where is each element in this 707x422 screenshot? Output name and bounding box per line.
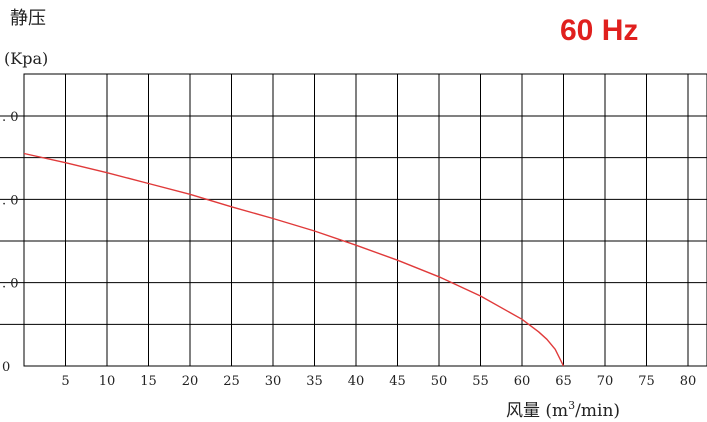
plot-frame [23,73,707,367]
y-tick-label: . 0 [2,110,19,125]
x-tick-label: 10 [99,374,116,389]
x-tick-label: 35 [306,374,323,389]
x-tick-label: 55 [472,374,489,389]
x-axis-label-prefix: 风量 ( [506,401,552,421]
x-axis-label-superscript: 3 [568,399,575,412]
x-tick-label: 60 [514,374,531,389]
series-line [23,152,565,367]
y-axis-label: 静压 [10,8,46,29]
x-tick-label: 45 [389,374,406,389]
x-axis-label-suffix: /min) [575,401,620,421]
x-axis-label-unit: m [552,401,568,421]
x-tick-label: 30 [265,374,282,389]
x-tick-label: 40 [348,374,365,389]
x-tick-label: 75 [638,374,655,389]
x-tick-label: 80 [680,374,697,389]
y-axis-unit: (Kpa) [4,49,48,68]
y-tick-label: . 0 [2,193,19,208]
x-tick-label: 65 [555,374,572,389]
x-axis-label: 风量 (m3/min) [506,399,620,421]
x-tick-label: 5 [61,374,69,389]
y-tick-label: 0 [2,360,10,375]
y-tick-label: . 0 [2,277,19,292]
x-tick-label: 25 [223,374,240,389]
x-tick-label: 20 [182,374,199,389]
chart-title: 60 Hz [560,14,638,47]
x-tick-label: 50 [431,374,448,389]
x-tick-label: 70 [597,374,614,389]
x-tick-label: 15 [140,374,157,389]
